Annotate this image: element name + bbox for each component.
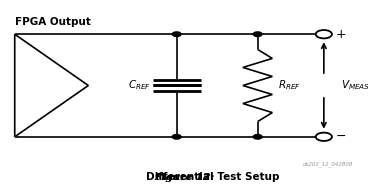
Text: FPGA Output: FPGA Output [15, 17, 91, 27]
Text: $R_{REF}$: $R_{REF}$ [278, 79, 301, 92]
Circle shape [172, 32, 181, 36]
Text: $V_{MEAS}$: $V_{MEAS}$ [341, 79, 368, 92]
Circle shape [172, 135, 181, 139]
Text: Differential Test Setup: Differential Test Setup [88, 172, 280, 182]
Text: −: − [336, 130, 346, 143]
Text: ds202_12_042808: ds202_12_042808 [303, 162, 353, 167]
Circle shape [253, 32, 262, 36]
Text: $C_{REF}$: $C_{REF}$ [128, 79, 151, 92]
Text: Figure 12:: Figure 12: [154, 173, 214, 182]
Text: +: + [336, 28, 346, 41]
Circle shape [316, 30, 332, 38]
Text: Figure 12:: Figure 12: [154, 173, 214, 182]
Circle shape [316, 133, 332, 141]
Circle shape [253, 135, 262, 139]
